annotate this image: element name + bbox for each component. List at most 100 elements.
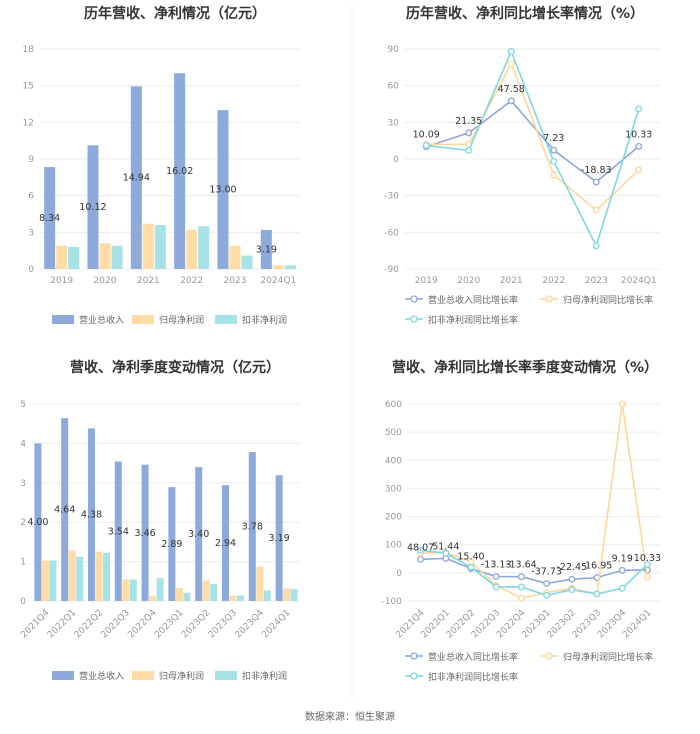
data-label: 51.44 (432, 541, 459, 552)
y-tick-label: 6 (28, 192, 34, 202)
bar-revenue (248, 452, 256, 601)
legend-label: 营业总收入同比增长率 (428, 651, 518, 663)
bar-net-profit (68, 550, 76, 601)
data-label: 10.09 (413, 130, 440, 141)
series-line-1 (420, 403, 649, 600)
series-point (618, 400, 626, 408)
bar-net-profit (56, 245, 68, 269)
data-label: 14.94 (123, 173, 150, 184)
series-point (550, 171, 558, 179)
bar-revenue (168, 487, 176, 601)
bar-revenue (141, 464, 149, 601)
x-tick-label: 2022 (180, 276, 203, 286)
x-tick-label: 2019 (415, 276, 438, 286)
data-label: 4.38 (81, 510, 102, 521)
x-tick-label: 2022Q2 (73, 608, 105, 640)
bar-net-profit (283, 588, 291, 601)
series-point (543, 580, 551, 587)
data-label: 10.33 (625, 129, 652, 140)
y-tick-label: 12 (23, 118, 34, 128)
legend-marker (545, 295, 553, 303)
x-tick-label: 2022Q1 (46, 608, 78, 640)
y-tick-label: 600 (385, 400, 402, 410)
y-tick-label: -90 (384, 265, 399, 275)
y-tick-label: 1 (20, 558, 26, 568)
series-point (517, 573, 525, 581)
bar-deducted-profit (129, 579, 137, 601)
series-point (465, 129, 473, 137)
y-tick-label: 3 (20, 479, 26, 489)
series-line-1 (426, 61, 640, 212)
series-point (465, 146, 473, 154)
bar-deducted-profit (290, 589, 298, 601)
legend-marker (410, 315, 418, 323)
annual-amount-chart: 历年营收、净利情况（亿元） 0 3 6 9 12 15 18 2019 2020 2021 2022 2… (23, 5, 300, 326)
data-label: 13.00 (209, 185, 236, 196)
legend-label: 营业总收入同比增长率 (428, 294, 518, 306)
bar-deducted-profit (183, 592, 191, 601)
series-point (507, 97, 515, 105)
x-tick-label: 2020 (457, 276, 480, 286)
data-label: 3.40 (188, 529, 209, 540)
data-label: 3.78 (242, 522, 263, 533)
bar-net-profit (175, 587, 183, 601)
bar-deducted-profit (68, 247, 80, 269)
legend-label: 归母净利润同比增长率 (563, 294, 653, 306)
series-point (507, 60, 515, 68)
y-tick-label: 30 (388, 118, 400, 128)
x-tick-label: 2023 (585, 276, 608, 286)
data-label: 2.89 (161, 539, 182, 550)
bar-net-profit (229, 595, 237, 601)
series-point (550, 157, 558, 165)
bar-deducted-profit (198, 226, 210, 269)
legend-swatch (215, 315, 237, 324)
legend-label: 扣非净利润 (242, 670, 287, 682)
legend-swatch (132, 315, 154, 324)
series-point (422, 142, 430, 150)
bar-revenue (114, 461, 122, 601)
y-tick-label: 15 (23, 82, 34, 92)
legend-marker (410, 295, 418, 303)
bar-net-profit (229, 245, 241, 269)
data-label: -37.73 (531, 566, 562, 577)
bar-deducted-profit (263, 590, 271, 601)
data-label: 4.64 (54, 505, 75, 516)
data-label: -13.64 (506, 560, 537, 571)
y-tick-label: 9 (28, 155, 34, 165)
data-label: -18.83 (581, 165, 612, 176)
data-label: 47.58 (498, 84, 525, 95)
series-point (592, 242, 600, 250)
bar-net-profit (186, 229, 198, 269)
legend-label: 归母净利润同比增长率 (563, 651, 653, 663)
legend-label: 扣非净利润 (242, 314, 287, 326)
series-point (593, 590, 601, 598)
bar-deducted-profit (241, 255, 253, 269)
series-line-0 (426, 99, 640, 184)
bar-revenue (88, 428, 95, 601)
data-label: 10.33 (634, 553, 661, 564)
bar-revenue (174, 73, 186, 269)
x-tick-label: 2023Q1 (153, 608, 185, 640)
x-tick-label: 2019 (50, 276, 73, 286)
data-source: 数据来源：恒生聚源 (305, 710, 395, 723)
bar-deducted-profit (210, 584, 218, 601)
x-tick-label: 2023 (224, 276, 247, 286)
series-point (417, 555, 425, 563)
y-tick-label: 0 (20, 597, 26, 607)
data-label: 9.19 (612, 553, 633, 564)
data-label: 3.19 (256, 245, 277, 256)
bar-net-profit (122, 579, 130, 601)
y-tick-label: 0 (28, 265, 34, 275)
data-label: 8.34 (39, 213, 60, 224)
annual-growth-chart: 历年营收、净利同比增长率情况（%） -90 -60 -30 0 30 60 90 2019 202… (384, 5, 660, 326)
y-tick-label: 60 (388, 82, 400, 92)
series-point (467, 563, 475, 571)
data-label: 4.00 (27, 517, 48, 528)
legend-marker (545, 652, 553, 660)
y-tick-label: -100 (382, 597, 403, 607)
x-tick-label: 2022Q3 (100, 608, 132, 640)
chart-title: 历年营收、净利同比增长率情况（%） (406, 5, 644, 22)
y-tick-label: 400 (385, 456, 402, 466)
data-label: 10.12 (79, 202, 106, 213)
series-point (507, 47, 515, 55)
